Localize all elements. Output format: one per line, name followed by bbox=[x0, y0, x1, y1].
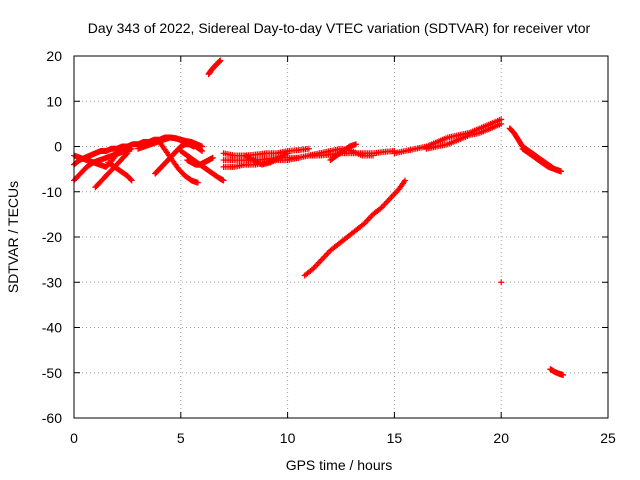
series-band-6-7-top bbox=[205, 57, 224, 78]
data-point bbox=[128, 145, 135, 152]
data-point bbox=[199, 148, 206, 155]
series-band-16-20 bbox=[423, 120, 505, 152]
x-tick-label: 15 bbox=[387, 430, 403, 446]
data-point bbox=[123, 151, 130, 158]
series-band-0-2 bbox=[71, 143, 129, 170]
data-point bbox=[498, 279, 505, 286]
series-band-3-4 bbox=[152, 141, 197, 177]
series-outlier-20 bbox=[498, 279, 505, 286]
data-point bbox=[295, 154, 302, 161]
y-tick-label: -10 bbox=[42, 184, 62, 200]
series-band-5-6 bbox=[184, 154, 216, 168]
series-diagonal bbox=[301, 177, 409, 279]
data-point bbox=[124, 150, 131, 157]
data-point bbox=[194, 179, 201, 186]
grid bbox=[74, 56, 608, 418]
series-band-0-3 bbox=[71, 145, 135, 184]
data-point bbox=[190, 143, 197, 150]
data-point bbox=[127, 176, 134, 183]
series-band-21-23 bbox=[519, 145, 565, 175]
data-point bbox=[220, 177, 227, 184]
axis-ticks: 0 5 10 15 20 25 -60 -50 -40 -30 -20 -10 0 10 20 bbox=[42, 48, 616, 446]
x-axis-label: GPS time / hours bbox=[286, 457, 393, 473]
y-tick-label: -20 bbox=[42, 229, 62, 245]
data-point bbox=[217, 57, 224, 64]
y-tick-label: -40 bbox=[42, 320, 62, 336]
data-point bbox=[209, 154, 216, 161]
data-points bbox=[71, 57, 567, 379]
x-tick-label: 0 bbox=[70, 430, 78, 446]
x-tick-label: 25 bbox=[600, 430, 616, 446]
y-tick-label: 20 bbox=[46, 48, 62, 64]
series-band-1-3 bbox=[92, 150, 131, 191]
y-axis-label: SDTVAR / TECUs bbox=[5, 181, 21, 293]
data-point bbox=[352, 141, 359, 148]
series-band-1-3b bbox=[105, 159, 135, 184]
y-tick-label: 0 bbox=[54, 139, 62, 155]
data-point bbox=[370, 152, 377, 159]
series-band-8-10 bbox=[241, 150, 291, 168]
series-band-4-5 bbox=[156, 138, 201, 186]
data-point bbox=[402, 177, 409, 184]
y-tick-label: -60 bbox=[42, 410, 62, 426]
y-tick-label: -50 bbox=[42, 365, 62, 381]
data-point bbox=[560, 372, 567, 379]
data-point bbox=[498, 120, 505, 127]
data-point bbox=[284, 150, 291, 157]
y-tick-label: -30 bbox=[42, 274, 62, 290]
x-tick-label: 5 bbox=[177, 430, 185, 446]
series-band-12-13 bbox=[327, 141, 359, 164]
data-point bbox=[128, 177, 135, 184]
series-band-22-23-low bbox=[547, 366, 567, 379]
y-tick-label: 10 bbox=[46, 93, 62, 109]
series-band-15-20 bbox=[391, 116, 505, 157]
x-tick-label: 10 bbox=[280, 430, 296, 446]
chart-title: Day 343 of 2022, Sidereal Day-to-day VTE… bbox=[88, 20, 591, 36]
data-point bbox=[198, 147, 205, 154]
x-tick-label: 20 bbox=[493, 430, 509, 446]
series-band-3-5 bbox=[135, 134, 206, 155]
data-point bbox=[558, 168, 565, 175]
data-point bbox=[305, 145, 312, 152]
